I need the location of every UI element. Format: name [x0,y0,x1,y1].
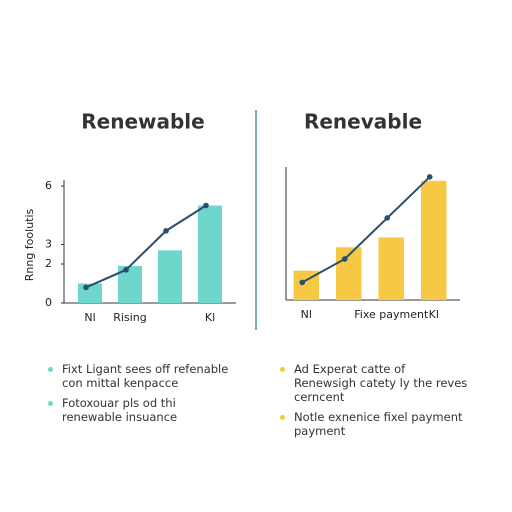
x-tick-label: Nl [84,311,95,324]
x-tick-label: Kl [429,308,439,321]
line-marker [83,284,89,291]
y-axis-label: Rnng foolutis [23,208,36,281]
line-marker [123,267,129,273]
bullet [280,367,285,372]
note: Notle exnenice fixel payment payment [280,410,470,438]
line-marker [426,174,433,180]
bar [198,205,222,303]
chart-title: Renewable [81,110,204,134]
y-tick-label: 6 [45,179,52,192]
x-tick-label: Fixe payment [354,308,429,321]
y-tick-label: 3 [45,238,52,251]
bar [378,237,404,300]
note-text: Notle exnenice fixel payment payment [294,410,463,438]
line-marker [341,256,348,262]
note: Fotoxouar pls od thi renewable insuance [48,396,238,424]
line-marker [203,202,209,209]
line-marker [384,215,391,221]
chart-title: Renevable [304,110,422,134]
notes: Ad Experat catte of Renewsigh catety ly … [280,362,470,444]
notes: Fixt Ligant sees off refenable con mitta… [48,362,238,430]
bullet [280,415,285,420]
y-tick-label: 0 [45,296,52,309]
trend-line [85,204,207,289]
bullet [48,367,53,372]
note: Ad Experat catte of Renewsigh catety ly … [280,362,470,404]
bar [421,180,447,300]
x-tick-label: Nl [301,308,312,321]
note-text: Ad Experat catte of Renewsigh catety ly … [294,362,468,404]
y-tick-label: 2 [45,257,52,270]
bar [158,250,182,303]
note-text: Fixt Ligant sees off refenable con mitta… [62,362,229,390]
trend-line [301,176,431,284]
bullet [48,401,53,406]
note: Fixt Ligant sees off refenable con mitta… [48,362,238,390]
x-tick-label: Kl [205,311,215,324]
note-text: Fotoxouar pls od thi renewable insuance [62,396,178,424]
line-marker [299,279,306,286]
line-marker [163,228,169,234]
x-tick-label: Rising [113,311,146,324]
